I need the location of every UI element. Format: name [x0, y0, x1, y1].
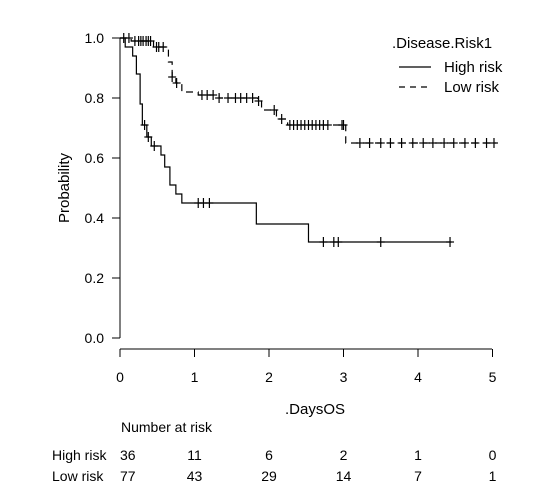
censor-mark-low-risk	[254, 96, 263, 106]
risk-count: 43	[186, 468, 203, 484]
x-tick-label: 4	[414, 369, 422, 385]
censor-mark-low-risk	[124, 33, 133, 43]
censor-mark-high-risk	[319, 237, 328, 247]
risk-count: 1	[488, 468, 497, 484]
censor-mark-low-risk	[270, 105, 279, 115]
censor-mark-low-risk	[215, 93, 224, 103]
y-tick-label: 0.4	[85, 210, 105, 226]
risk-count: 29	[261, 468, 277, 484]
censor-mark-low-risk	[440, 138, 449, 148]
x-axis-label: .DaysOS	[285, 401, 345, 418]
censor-mark-low-risk	[248, 93, 257, 103]
risk-count: 14	[335, 468, 352, 484]
censor-mark-low-risk	[397, 138, 406, 148]
censor-mark-low-risk	[277, 114, 286, 124]
legend-label-high-risk: High risk	[444, 59, 503, 76]
censor-marks	[119, 33, 498, 247]
x-tick-label: 2	[265, 369, 273, 385]
censor-mark-low-risk	[365, 138, 374, 148]
x-tick-label: 3	[340, 369, 348, 385]
risk-table-title: Number at risk	[121, 419, 213, 435]
risk-count: 1	[414, 447, 422, 463]
y-axis-label: Probability	[56, 152, 73, 223]
y-tick-label: 0.2	[85, 270, 105, 286]
censor-mark-low-risk	[449, 138, 458, 148]
censor-mark-low-risk	[489, 138, 498, 148]
risk-row-label: High risk	[52, 447, 107, 463]
risk-row-label: Low risk	[52, 468, 104, 484]
risk-count: 77	[120, 468, 136, 484]
censor-mark-high-risk	[150, 141, 159, 151]
censor-mark-low-risk	[376, 138, 385, 148]
x-tick-group: 0 1 2 3 4 5	[116, 349, 497, 385]
censor-mark-high-risk	[446, 237, 455, 247]
censor-mark-low-risk	[460, 138, 469, 148]
legend-label-low-risk: Low risk	[444, 79, 500, 96]
risk-count: 0	[488, 447, 497, 463]
censor-mark-low-risk	[172, 78, 181, 88]
censor-mark-low-risk	[386, 138, 395, 148]
x-tick-label: 0	[116, 369, 124, 385]
y-tick-group: 0.0 0.2 0.4 0.6 0.8 1.0	[85, 30, 120, 346]
censor-mark-high-risk	[376, 237, 385, 247]
x-tick-label: 1	[191, 369, 199, 385]
plot-area: 0.0 0.2 0.4 0.6 0.8 1.0 0 1 2 3 4 5	[85, 30, 498, 385]
risk-count: 2	[339, 447, 348, 463]
censor-mark-low-risk	[408, 138, 417, 148]
censor-mark-low-risk	[146, 36, 155, 46]
legend: .Disease.Risk1 High risk Low risk	[392, 35, 503, 96]
censor-mark-low-risk	[323, 120, 332, 130]
censor-mark-high-risk	[205, 198, 214, 208]
censor-mark-low-risk	[471, 138, 480, 148]
x-tick-label: 5	[489, 369, 497, 385]
censor-mark-low-risk	[159, 42, 168, 52]
survival-curves	[120, 37, 497, 243]
censor-mark-low-risk	[428, 138, 437, 148]
censor-mark-high-risk	[144, 132, 153, 142]
censor-mark-low-risk	[419, 138, 428, 148]
censor-mark-low-risk	[224, 93, 233, 103]
risk-count: 11	[187, 447, 202, 463]
censor-mark-low-risk	[482, 138, 491, 148]
censor-mark-high-risk	[140, 120, 149, 130]
y-tick-label: 1.0	[85, 30, 105, 46]
risk-count: 6	[265, 447, 273, 463]
censor-mark-low-risk	[209, 90, 218, 100]
y-tick-label: 0.6	[85, 150, 105, 166]
censor-mark-low-risk	[168, 72, 177, 82]
risk-count: 36	[120, 447, 136, 463]
censor-mark-low-risk	[339, 120, 348, 130]
y-tick-label: 0.0	[85, 330, 105, 346]
risk-count: 7	[414, 468, 422, 484]
censor-mark-high-risk	[334, 237, 343, 247]
y-tick-label: 0.8	[85, 90, 105, 106]
legend-title: .Disease.Risk1	[392, 35, 492, 52]
censor-mark-low-risk	[355, 138, 364, 148]
